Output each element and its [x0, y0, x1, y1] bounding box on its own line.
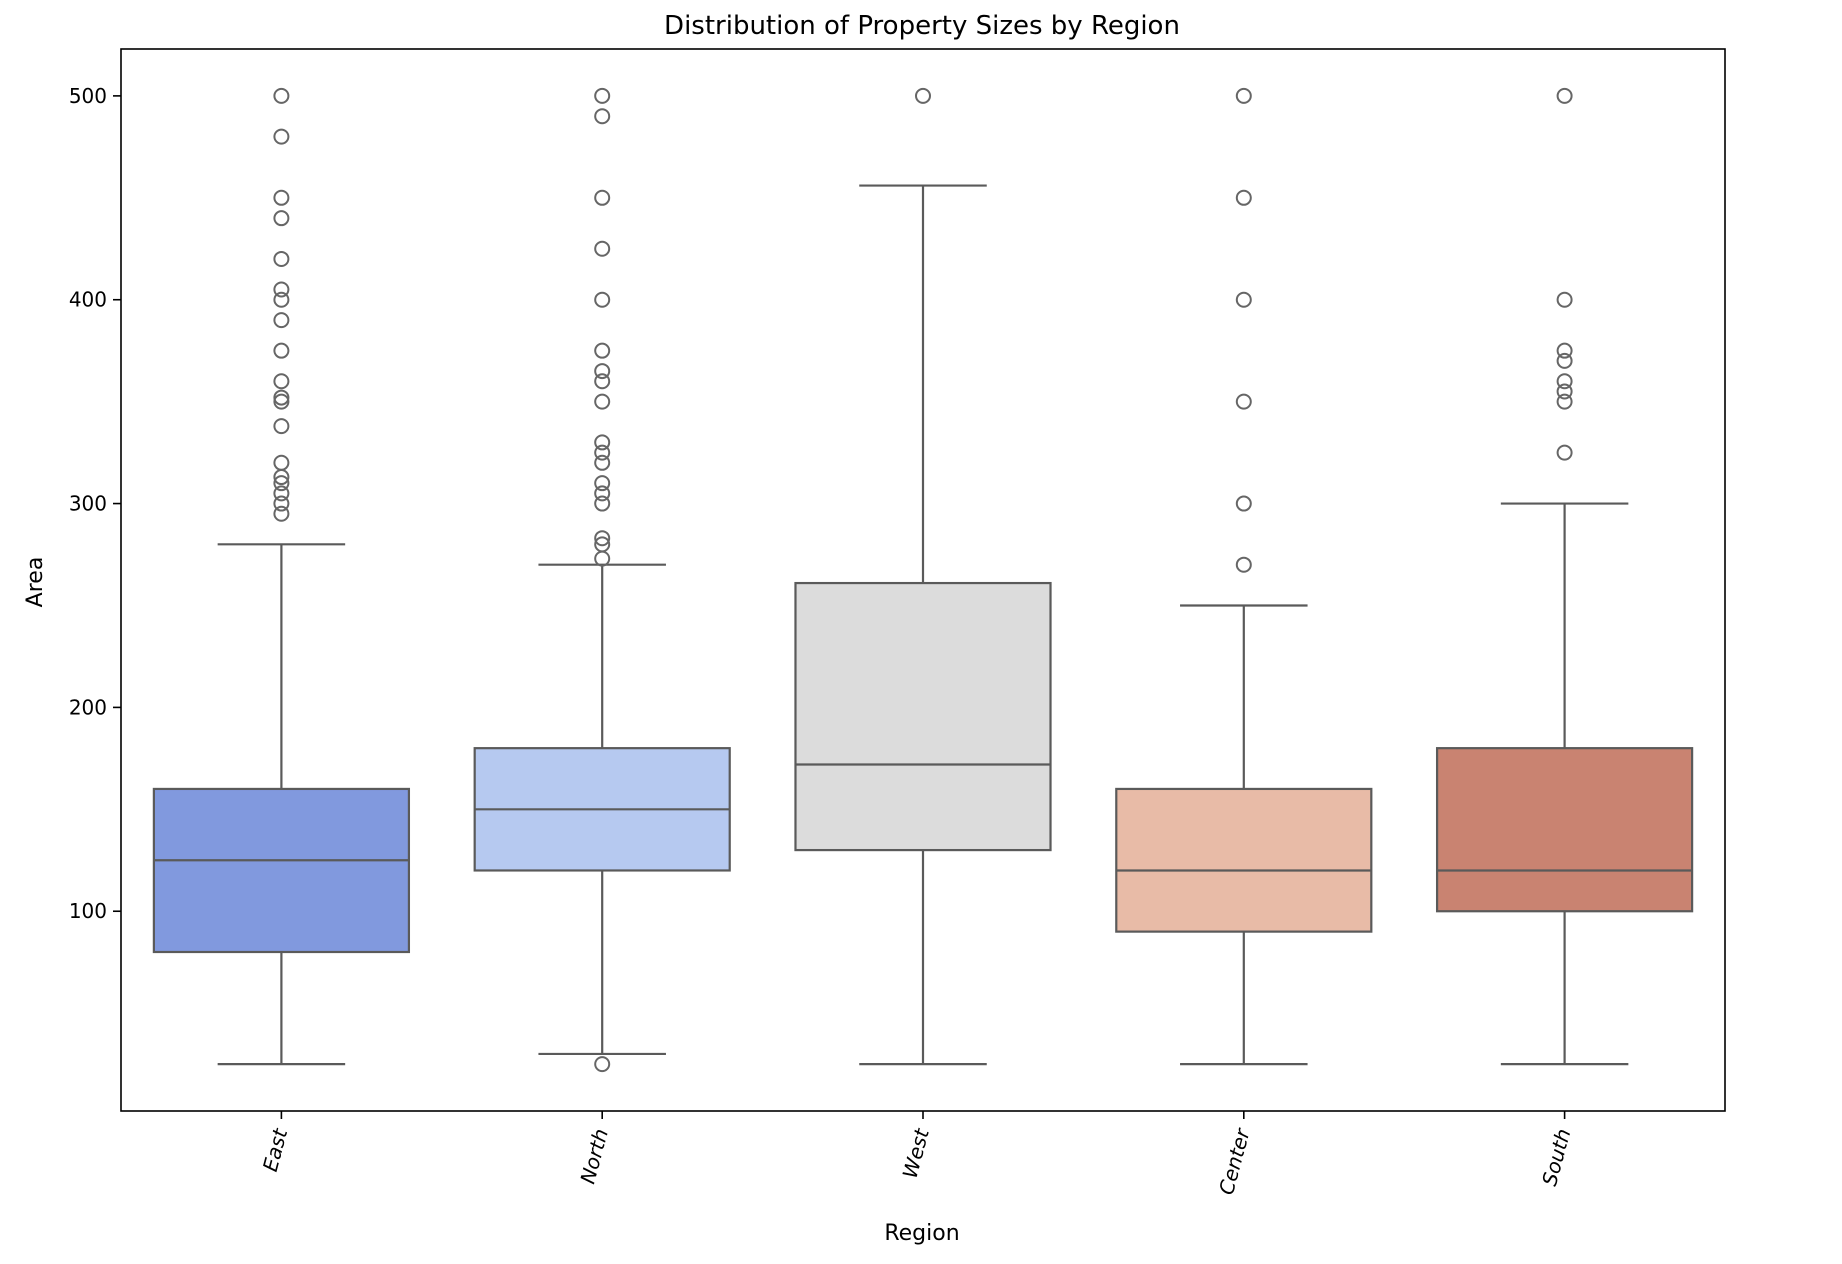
outlier-point: [594, 495, 611, 512]
outlier-point: [594, 530, 611, 547]
outlier-point: [1235, 189, 1252, 206]
outlier-point: [1556, 383, 1573, 400]
box-center: [1115, 787, 1373, 933]
y-tick-label: 100: [69, 899, 107, 923]
outlier-point: [594, 475, 611, 492]
outlier-point: [273, 87, 290, 104]
box-west: [794, 581, 1052, 852]
outlier-point: [273, 373, 290, 390]
outlier-point: [1235, 87, 1252, 104]
outlier-point: [273, 128, 290, 145]
outlier-point: [1235, 556, 1252, 573]
outlier-point: [594, 342, 611, 359]
outlier-point: [594, 1056, 611, 1073]
outlier-point: [1235, 291, 1252, 308]
outlier-point: [1556, 352, 1573, 369]
outlier-point: [594, 434, 611, 451]
outlier-point: [273, 210, 290, 227]
outlier-point: [1556, 291, 1573, 308]
x-tick-label: South: [1537, 1126, 1575, 1188]
box-group-east: [152, 87, 411, 1066]
box-group-north: [473, 87, 731, 1073]
x-tick-label: North: [575, 1126, 613, 1186]
outlier-point: [594, 373, 611, 390]
outlier-point: [273, 418, 290, 435]
outlier-point: [594, 291, 611, 308]
outlier-point: [594, 189, 611, 206]
chart-title: Distribution of Property Sizes by Region: [664, 11, 1180, 41]
x-tick-label: Center: [1214, 1124, 1255, 1197]
y-tick-label: 500: [69, 84, 107, 108]
outlier-point: [273, 475, 290, 492]
outlier-point: [594, 444, 611, 461]
outlier-point: [273, 189, 290, 206]
outlier-point: [273, 389, 290, 406]
outlier-point: [273, 281, 290, 298]
box-south: [1435, 747, 1694, 913]
outlier-point: [594, 393, 611, 410]
outlier-point: [915, 87, 931, 104]
outlier-point: [1556, 87, 1573, 104]
x-tick-label: West: [898, 1125, 935, 1181]
x-axis-label: Region: [884, 1221, 959, 1246]
outlier-point: [594, 536, 611, 553]
outlier-point: [594, 240, 611, 257]
y-tick-label: 300: [69, 492, 107, 516]
box-east: [152, 787, 411, 954]
outlier-point: [594, 363, 611, 380]
x-tick-label: East: [258, 1125, 293, 1174]
outlier-point: [273, 291, 290, 308]
outlier-point: [273, 393, 290, 410]
outlier-point: [1235, 495, 1252, 512]
box-group-south: [1435, 87, 1694, 1066]
y-tick-label: 400: [69, 288, 107, 312]
outlier-point: [273, 505, 290, 522]
box-group-west: [794, 87, 1052, 1066]
outlier-point: [1556, 373, 1573, 390]
plot-area: [152, 87, 1694, 1073]
box-group-center: [1115, 87, 1373, 1066]
outlier-point: [1556, 393, 1573, 410]
outlier-point: [594, 485, 611, 502]
outlier-point: [273, 250, 290, 267]
outlier-point: [273, 495, 290, 512]
outlier-point: [273, 454, 290, 471]
outlier-point: [1556, 342, 1573, 359]
outlier-point: [594, 108, 611, 125]
y-axis-label: Area: [23, 557, 48, 608]
outlier-point: [1556, 444, 1573, 461]
outlier-point: [273, 342, 290, 359]
outlier-point: [594, 87, 611, 104]
outlier-point: [1235, 393, 1252, 410]
outlier-point: [594, 550, 611, 567]
outlier-point: [273, 312, 290, 329]
outlier-point: [273, 485, 290, 502]
outlier-point: [594, 454, 611, 471]
y-tick-label: 200: [69, 695, 107, 719]
